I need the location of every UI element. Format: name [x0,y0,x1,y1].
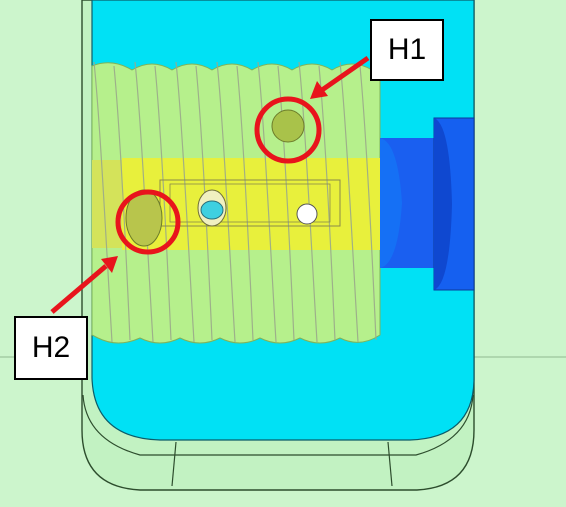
shaft-shading [380,138,402,268]
core-slot [159,179,341,227]
base-edge-curve [82,394,474,456]
small-hole [296,203,318,225]
h1-highlight-circle [254,96,322,164]
h2-arrow-shaft [50,264,108,314]
base-seam-left [171,441,177,487]
shaft-flange-shading [434,118,452,290]
callout-h1: H1 [370,19,444,81]
base-seam-right [387,441,393,487]
h1-arrow-head [310,81,328,99]
h1-arrow-shaft [320,55,370,93]
hole-h1 [271,109,305,143]
callout-h2: H2 [14,316,88,380]
h2-arrow-head [101,256,118,273]
h2-highlight-circle [115,189,181,255]
center-hole [200,200,224,220]
